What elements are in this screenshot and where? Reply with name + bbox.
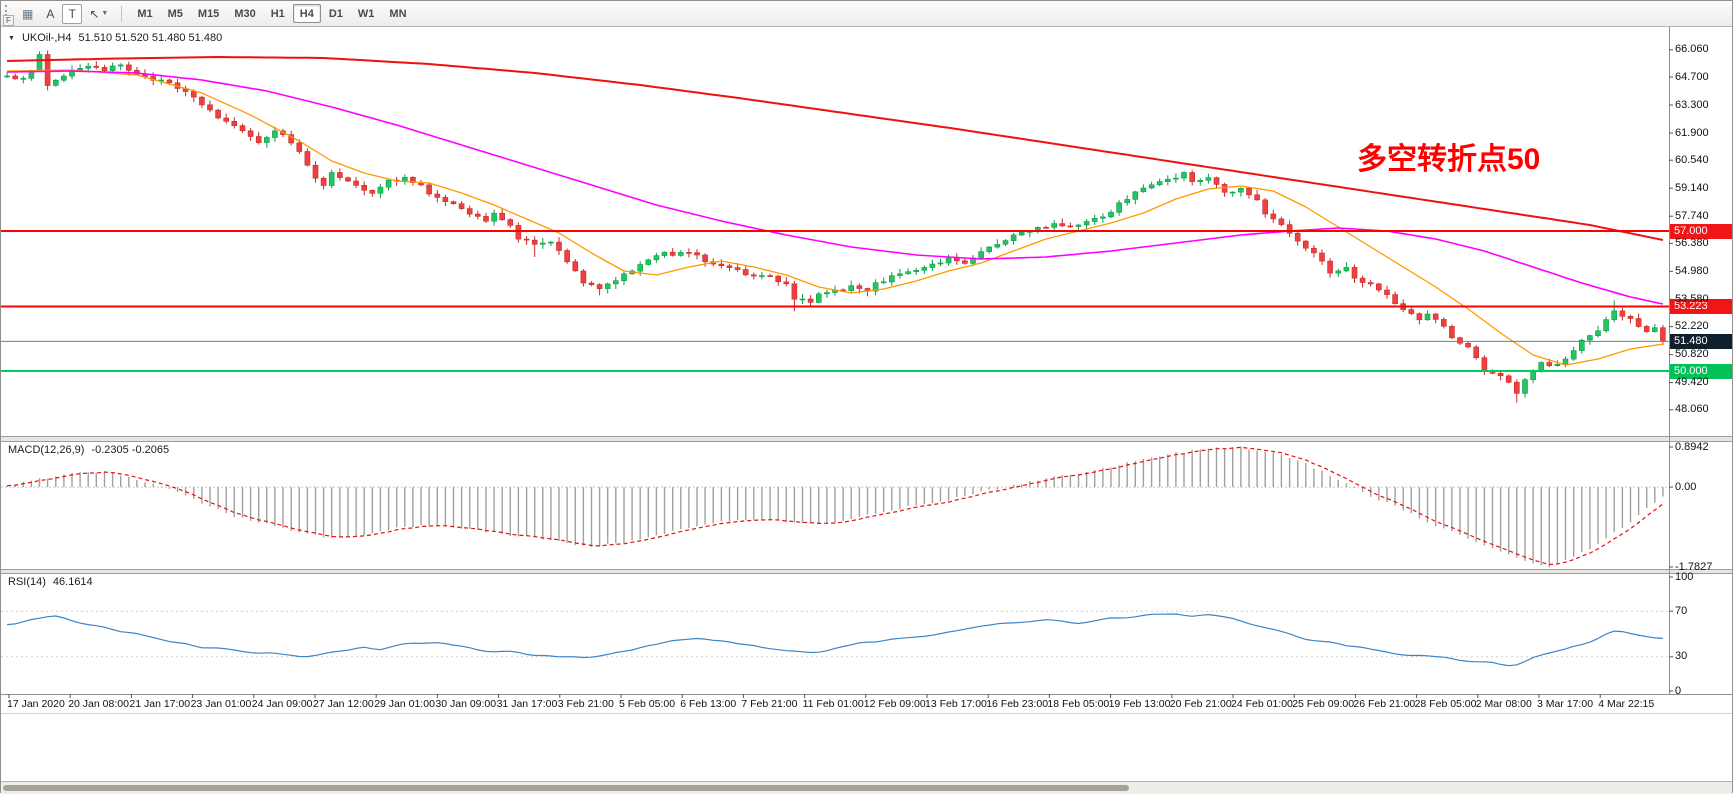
text-tool-t-button[interactable]: T: [62, 3, 83, 24]
rsi-label: RSI(14): [8, 576, 46, 588]
collapse-triangle-icon[interactable]: ▼: [8, 34, 15, 42]
symbol-timeframe-label: UKOil-,H4: [21, 32, 72, 44]
left-edge-tab[interactable]: F: [3, 15, 14, 26]
rsi-header: RSI(14) 46.1614: [8, 576, 93, 588]
timeframe-button-h1[interactable]: H1: [270, 7, 285, 20]
panel-splitter-macd[interactable]: [1, 436, 1732, 442]
top-toolbar: ▦ A T ↖ ▼ M1 M5 M15 M30 H1 H4 D1 W1 MN: [1, 1, 1732, 27]
chevron-down-icon: ▼: [101, 10, 109, 17]
timeframe-button-m1[interactable]: M1: [137, 7, 153, 20]
rsi-value: 46.1614: [52, 576, 93, 588]
cursor-tool-button[interactable]: ↖ ▼: [84, 4, 113, 24]
time-axis[interactable]: [1, 694, 1732, 713]
chart-ohlc-header: ▼ UKOil-,H4 51.510 51.520 51.480 51.480: [8, 32, 222, 44]
timeframe-button-mn[interactable]: MN: [389, 7, 407, 20]
timeframe-button-m30[interactable]: M30: [234, 7, 256, 20]
bottom-empty-area: [1, 713, 1732, 781]
timeframe-toolbar: M1 M5 M15 M30 H1 H4 D1 W1 MN: [130, 4, 413, 23]
cursor-icon: ↖: [89, 6, 100, 21]
timeframe-button-h4[interactable]: H4: [292, 4, 321, 23]
scrollbar-thumb[interactable]: [3, 785, 1129, 791]
macd-label: MACD(12,26,9): [8, 444, 85, 456]
panel-splitter-rsi[interactable]: [1, 569, 1732, 574]
text-tool-a-button[interactable]: A: [46, 6, 55, 21]
timeframe-button-w1[interactable]: W1: [357, 7, 375, 20]
horizontal-scrollbar[interactable]: [1, 781, 1732, 794]
macd-values: -0.2305 -0.2065: [91, 444, 170, 456]
timeframe-button-m5[interactable]: M5: [167, 7, 183, 20]
macd-header: MACD(12,26,9) -0.2305 -0.2065: [8, 444, 169, 456]
ohlc-values: 51.510 51.520 51.480 51.480: [78, 32, 223, 44]
toolbar-separator: [121, 5, 123, 22]
chart-grid-icon[interactable]: ▦: [22, 6, 34, 21]
timeframe-button-m15[interactable]: M15: [197, 7, 220, 20]
timeframe-button-d1[interactable]: D1: [328, 7, 343, 20]
toolbar-drag-handle[interactable]: [5, 5, 9, 16]
annotation-text[interactable]: 多空转折点50: [1357, 143, 1541, 176]
